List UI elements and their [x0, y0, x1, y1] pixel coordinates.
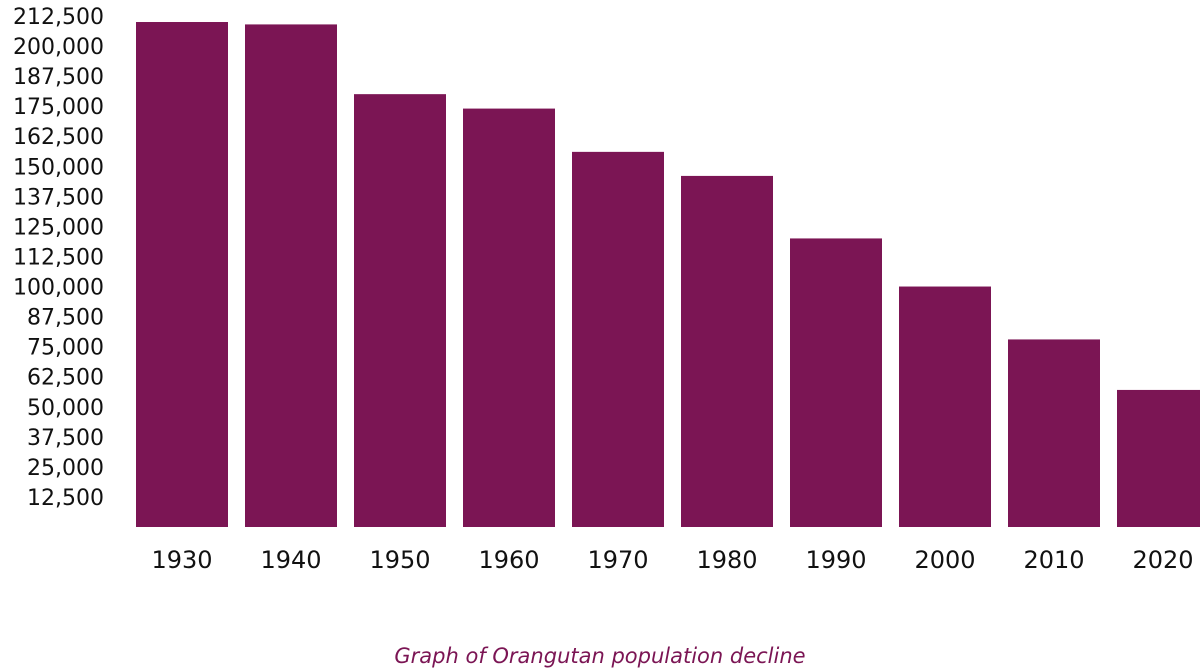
- y-tick-label: 162,500: [13, 125, 104, 150]
- y-tick-label: 187,500: [13, 65, 104, 90]
- x-category-label: 1970: [587, 546, 648, 574]
- y-tick-label: 212,500: [13, 5, 104, 30]
- y-tick-label: 137,500: [13, 185, 104, 210]
- bar-1990: [790, 238, 882, 527]
- y-tick-label: 125,000: [13, 215, 104, 240]
- bar-1950: [354, 94, 446, 527]
- bar-1970: [572, 151, 664, 527]
- x-category-label: 1990: [805, 546, 866, 574]
- chart-caption: Graph of Orangutan population decline: [394, 644, 806, 668]
- bars-group: [136, 22, 1200, 527]
- x-category-label: 2010: [1023, 546, 1084, 574]
- y-tick-label: 87,500: [27, 306, 104, 331]
- x-category-label: 2000: [914, 546, 975, 574]
- x-category-label: 1950: [369, 546, 430, 574]
- x-category-label: 2020: [1132, 546, 1193, 574]
- y-tick-label: 175,000: [13, 95, 104, 120]
- y-tick-label: 75,000: [27, 336, 104, 361]
- population-bar-chart: 12,500 25,000 37,500 50,000 62,500 75,000 87,5…: [13, 5, 1200, 574]
- y-tick-label: 37,500: [27, 426, 104, 451]
- x-category-label: 1960: [478, 546, 539, 574]
- y-tick-label: 112,500: [13, 245, 104, 270]
- y-tick-label: 50,000: [27, 396, 104, 421]
- x-category-label: 1930: [151, 546, 212, 574]
- bar-1930: [136, 22, 228, 527]
- bar-1980: [681, 175, 773, 527]
- bar-2020: [1117, 389, 1200, 527]
- x-category-label: 1980: [696, 546, 757, 574]
- y-tick-label: 200,000: [13, 35, 104, 60]
- y-tick-label: 150,000: [13, 155, 104, 180]
- bar-2010: [1008, 339, 1100, 527]
- bar-1960: [463, 108, 555, 527]
- y-axis-tick-labels: 12,500 25,000 37,500 50,000 62,500 75,000 87,5…: [13, 5, 104, 511]
- y-tick-label: 25,000: [27, 456, 104, 481]
- bar-2000: [899, 286, 991, 527]
- y-tick-label: 12,500: [27, 486, 104, 511]
- y-tick-label: 62,500: [27, 366, 104, 391]
- bar-1940: [245, 24, 337, 527]
- x-category-label: 1940: [260, 546, 321, 574]
- x-axis-category-labels: 1930 1940 1950 1960 1970 1980 1990 2000 2010 2020: [151, 546, 1193, 574]
- y-tick-label: 100,000: [13, 276, 104, 301]
